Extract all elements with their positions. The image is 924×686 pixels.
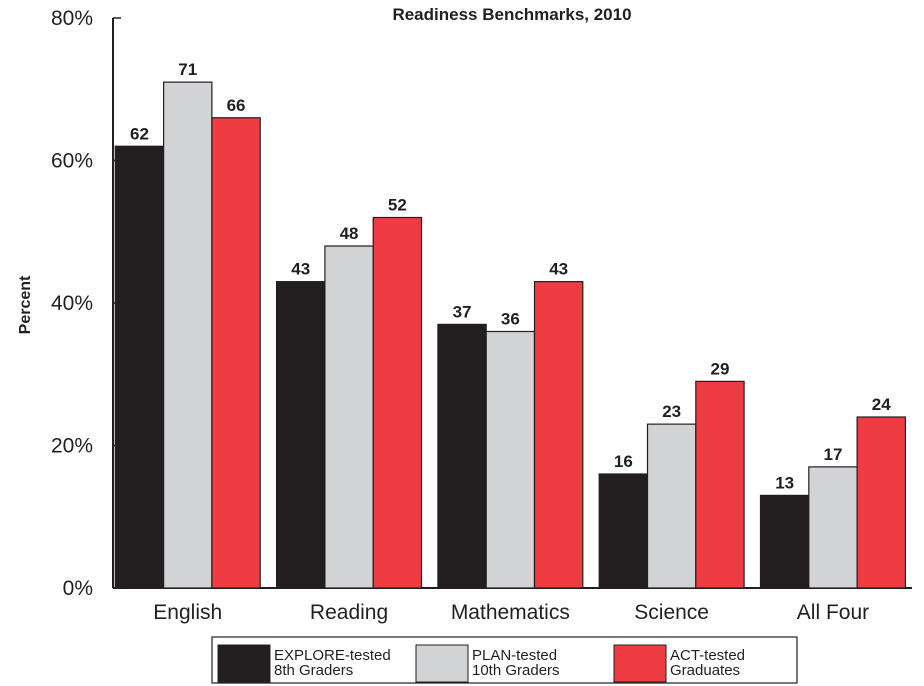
bar: [809, 467, 857, 588]
bar: [164, 82, 212, 588]
chart-title: Readiness Benchmarks, 2010: [392, 5, 631, 24]
x-category-label: Science: [634, 601, 709, 624]
x-category-label: English: [153, 601, 222, 624]
bar: [277, 282, 325, 588]
y-tick-label: 20%: [51, 435, 93, 458]
legend-label: PLAN-tested 10th Graders: [472, 647, 560, 679]
data-label: 48: [340, 224, 359, 243]
legend-label: ACT-tested Graduates: [670, 647, 745, 679]
data-label: 52: [388, 196, 407, 215]
data-label: 16: [614, 452, 633, 471]
data-label: 17: [823, 445, 842, 464]
data-label: 43: [549, 260, 568, 279]
legend: EXPLORE-tested 8th Graders PLAN-tested 10th…: [212, 637, 797, 683]
data-label: 24: [872, 395, 891, 414]
bars: 62 71 66 English 43 48 52 Reading 37 36 43 Mathemat…: [115, 60, 905, 624]
bar: [115, 146, 163, 588]
legend-swatch: [614, 645, 666, 682]
data-label: 29: [710, 359, 729, 378]
data-label: 66: [227, 96, 246, 115]
x-category-label: Reading: [310, 601, 388, 624]
bar: [373, 218, 421, 589]
bar: [761, 495, 809, 588]
legend-label: EXPLORE-tested 8th Graders: [274, 647, 391, 679]
bar: [648, 424, 696, 588]
x-category-label: All Four: [797, 601, 869, 624]
data-label: 23: [662, 402, 681, 421]
data-label: 36: [501, 310, 520, 329]
data-label: 71: [178, 60, 197, 79]
bar: [696, 381, 744, 588]
bar: [857, 417, 905, 588]
y-tick-label: 80%: [51, 7, 93, 30]
x-category-label: Mathematics: [451, 601, 570, 624]
data-label: 13: [775, 473, 794, 492]
data-label: 37: [453, 302, 472, 321]
legend-swatch: [218, 645, 270, 682]
y-tick-label: 0%: [63, 577, 93, 600]
bar: [599, 474, 647, 588]
y-tick-label: 60%: [51, 150, 93, 173]
y-axis-label: Percent: [17, 275, 34, 334]
bar: [535, 282, 583, 588]
bar: [325, 246, 373, 588]
bar: [212, 118, 260, 588]
data-label: 62: [130, 124, 149, 143]
bar: [438, 324, 486, 588]
legend-swatch: [416, 645, 468, 682]
bar: [486, 332, 534, 589]
y-tick-label: 40%: [51, 292, 93, 315]
data-label: 43: [291, 260, 310, 279]
